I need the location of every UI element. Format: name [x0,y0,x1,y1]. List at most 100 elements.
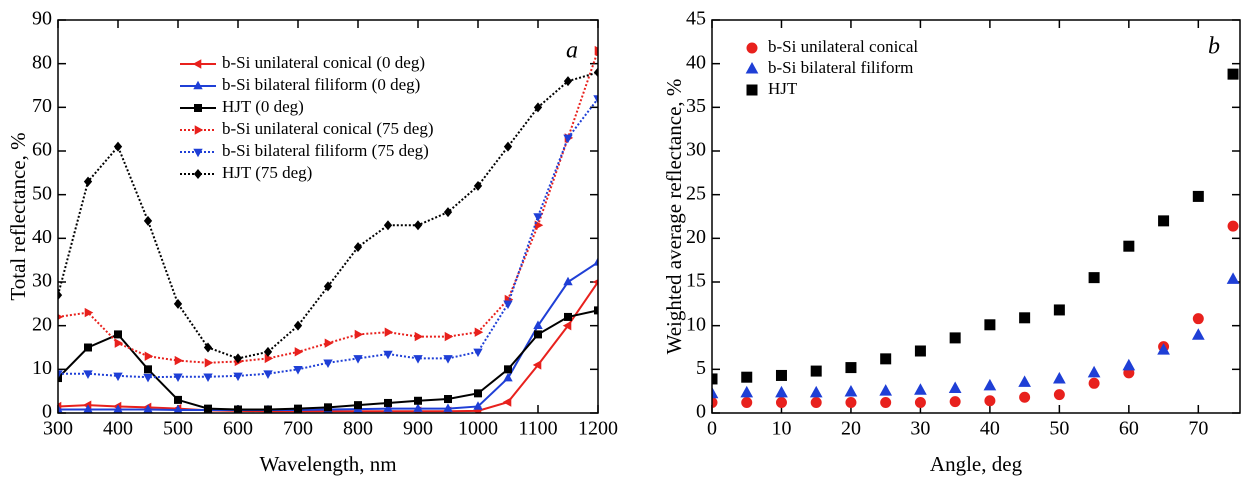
data-point [594,306,598,315]
data-point [83,176,93,187]
y-tick-label: 45 [686,8,706,30]
data-point [983,378,997,391]
series-line [58,281,598,413]
data-point [203,373,213,382]
data-point [914,345,926,357]
data-point [1227,220,1239,232]
data-point [844,385,858,397]
data-point [264,353,274,364]
data-point [593,67,598,78]
y-tick-label: 40 [686,51,706,73]
data-point [1123,240,1135,252]
data-point [503,141,513,152]
data-point [414,396,422,405]
data-point [174,355,184,366]
data-point [324,403,332,412]
y-tick-label: 30 [686,139,706,161]
x-tick-label: 10 [771,418,791,440]
data-point [173,298,183,309]
data-point [534,330,542,339]
legend-label: b-Si unilateral conical (0 deg) [222,53,425,72]
data-point [474,327,484,337]
data-point [1018,375,1031,387]
y-tick-label: 0 [42,401,52,423]
x-tick-label: 1200 [578,418,618,440]
data-point [383,350,393,360]
data-point [712,386,719,399]
x-tick-label: 800 [343,418,373,440]
data-point [712,373,718,385]
x-tick-label: 30 [910,418,930,440]
data-point [204,358,214,368]
x-tick-label: 1000 [458,418,498,440]
legend-label: b-Si unilateral conical [768,37,918,56]
data-point [534,220,544,230]
data-point [323,281,333,292]
data-point [234,405,242,413]
legend-marker [745,61,759,74]
legend-marker [193,80,203,90]
y-tick-label: 90 [32,8,52,30]
data-point [84,343,92,352]
legend-marker [746,84,758,96]
data-point [564,312,572,321]
y-tick-label: 15 [686,270,706,292]
x-tick-label: 70 [1188,418,1208,440]
data-point [1157,343,1170,355]
data-point [563,276,573,286]
data-point [294,347,304,357]
data-point [293,366,303,375]
data-point [383,403,393,412]
legend-label: b-Si bilateral filiform [768,58,913,77]
data-point [113,141,123,152]
data-point [384,398,392,407]
data-point [294,404,302,413]
y-axis-label: Total reflectance, % [6,132,30,300]
data-point [1087,365,1101,378]
plot-frame [57,19,599,414]
data-point [503,372,513,382]
data-point [1192,190,1204,202]
data-point [83,370,93,379]
data-point [264,405,272,413]
x-tick-label: 1100 [518,418,557,440]
series-line [58,50,598,364]
data-point [502,397,512,407]
data-point [775,385,788,398]
data-point [474,389,482,398]
y-tick-label: 50 [32,182,52,204]
data-point [563,76,573,87]
x-tick-label: 60 [1119,418,1139,440]
y-tick-label: 25 [686,182,706,204]
data-point [414,331,424,342]
data-point [58,404,63,413]
data-point [1019,312,1031,324]
data-point [712,397,718,409]
data-point [949,396,961,408]
data-point [323,359,333,369]
data-point [914,397,926,409]
y-tick-label: 80 [32,51,52,73]
x-tick-label: 0 [707,418,717,440]
x-tick-label: 300 [43,418,73,440]
y-tick-label: 5 [696,357,706,379]
y-tick-label: 60 [32,139,52,161]
data-point [354,401,362,410]
data-point [413,220,423,231]
data-point [1227,68,1239,80]
x-axis-label: Angle, deg [930,452,1023,476]
legend-marker [746,42,758,54]
x-tick-label: 900 [403,418,433,440]
data-point [1192,313,1204,325]
x-axis-label: Wavelength, nm [259,452,396,476]
data-point [845,362,857,374]
data-point [354,329,364,340]
legend-label: b-Si unilateral conical (75 deg) [222,119,433,138]
data-point [263,346,273,357]
data-point [84,307,94,318]
data-point [1088,377,1100,389]
data-point [949,332,961,344]
data-point [114,338,124,348]
x-tick-label: 20 [841,418,861,440]
data-point [353,355,363,364]
